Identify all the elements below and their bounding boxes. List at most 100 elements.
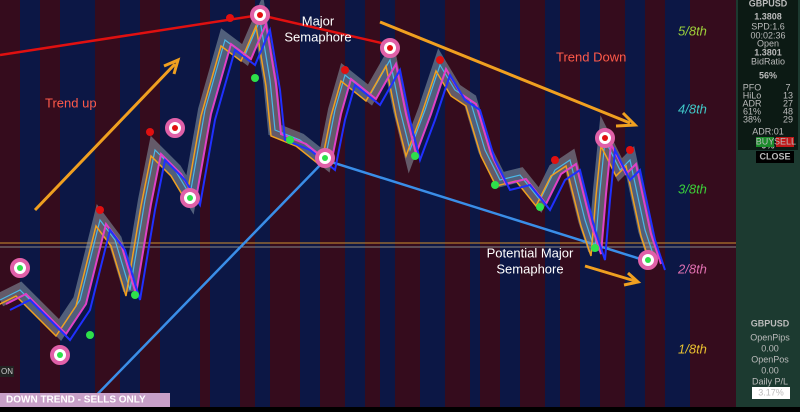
- daily-pl: 3.17%: [758, 387, 784, 397]
- stripe: [60, 0, 95, 407]
- mode-tag: ON: [1, 367, 13, 376]
- info-box: [738, 0, 798, 150]
- level-label: 2/8th: [677, 261, 707, 276]
- arrow-head: [615, 111, 639, 128]
- stripe: [665, 0, 690, 407]
- signal-dot: [131, 291, 139, 299]
- banner-box: [0, 393, 170, 407]
- bid: 1.3808: [754, 11, 782, 21]
- stripe: [645, 0, 665, 407]
- symbol: GBPUSD: [749, 0, 788, 8]
- stats: PFO 7 HiLo 13 ADR 27 61% 48 38% 29: [742, 82, 793, 124]
- signal-dot: [551, 156, 559, 164]
- signal-dot: [286, 136, 294, 144]
- semaphore-dot: [257, 12, 263, 18]
- ma-blue: [9, 26, 666, 342]
- price-indicators: [0, 0, 666, 365]
- value-box: [752, 387, 790, 399]
- value: 0.00: [761, 343, 779, 353]
- open: 1.3801: [754, 47, 782, 57]
- stripe: [240, 0, 255, 407]
- stripe: [200, 0, 210, 407]
- annotation: Trend up: [45, 95, 97, 110]
- semaphore-dot: [322, 155, 328, 161]
- level-label: 5/8th: [678, 23, 707, 38]
- trend-arrows: [33, 20, 642, 287]
- annotation: Trend Down: [556, 49, 626, 64]
- tag-box: [0, 366, 14, 377]
- stat-label: ADR: [742, 98, 762, 108]
- signal-dot: [626, 146, 634, 154]
- annotation: Major: [302, 13, 335, 28]
- annotation: Semaphore: [284, 29, 351, 44]
- stripe: [480, 0, 500, 407]
- stripe: [500, 0, 520, 407]
- stat-label: 38%: [743, 114, 761, 124]
- semaphore-dot: [17, 265, 23, 271]
- label: OpenPos: [751, 354, 789, 364]
- semaphore-dot: [57, 352, 63, 358]
- signal-dot: [536, 203, 544, 211]
- buy-label[interactable]: BUY: [756, 136, 775, 146]
- stat-value: 7: [785, 82, 790, 92]
- stripe: [95, 0, 120, 407]
- stripe: [0, 0, 20, 407]
- stat-value: 13: [783, 90, 793, 100]
- stripe: [320, 0, 345, 407]
- stat-label: 61%: [743, 106, 761, 116]
- label: Daily P/L: [752, 376, 788, 386]
- signal-dot: [341, 66, 349, 74]
- stat-value: 48: [783, 106, 793, 116]
- stat-label: HiLo: [743, 90, 762, 100]
- stripe: [580, 0, 600, 407]
- annotation: Semaphore: [496, 261, 563, 276]
- stat-label: PFO: [743, 82, 762, 92]
- stripe: [690, 0, 736, 407]
- signal-dot: [251, 74, 259, 82]
- signal-dot: [436, 56, 444, 64]
- close-label[interactable]: CLOSE: [759, 151, 790, 161]
- level-label: 4/8th: [678, 101, 707, 116]
- value: 0.00: [761, 365, 779, 375]
- stripe: [470, 0, 480, 407]
- level-label: 3/8th: [678, 181, 707, 196]
- label: OpenPips: [750, 332, 790, 342]
- arrow-head: [623, 271, 642, 287]
- spread: SPD:1.6: [751, 21, 785, 31]
- stat-value: 27: [783, 98, 793, 108]
- sell-button[interactable]: [776, 137, 794, 147]
- signal-dot: [146, 128, 154, 136]
- label: BidRatio: [751, 56, 785, 66]
- arrow-up: [33, 62, 177, 212]
- signal-dot: [411, 152, 419, 160]
- buy-button[interactable]: [756, 137, 774, 147]
- timer: 00:02:36: [750, 30, 785, 40]
- stripe: [395, 0, 420, 407]
- semaphore-dot: [645, 257, 651, 263]
- stripe: [300, 0, 320, 407]
- semaphore-dot: [602, 135, 608, 141]
- stripe: [345, 0, 365, 407]
- semaphore-dot: [172, 125, 178, 131]
- arrow-down: [379, 20, 631, 125]
- level-label: 1/8th: [678, 341, 707, 356]
- stripe: [20, 0, 40, 407]
- ma-magenta: [5, 20, 662, 336]
- label: ADR:01: [752, 126, 784, 136]
- annotation: Potential Major: [487, 245, 574, 260]
- stat-value: 29: [783, 114, 793, 124]
- signal-dot: [491, 181, 499, 189]
- stripe: [365, 0, 380, 407]
- arrow-head: [163, 57, 181, 75]
- label: Open: [757, 38, 779, 48]
- close-button[interactable]: [756, 151, 794, 163]
- symbol: GBPUSD: [751, 318, 790, 328]
- signal-dot: [226, 14, 234, 22]
- banner: DOWN TREND - SELLS ONLY: [6, 395, 146, 406]
- signal-dot: [591, 244, 599, 252]
- signal-dot: [96, 206, 104, 214]
- semaphore-dot: [187, 195, 193, 201]
- sell-label[interactable]: SELL: [774, 136, 796, 146]
- semaphore-dot: [387, 45, 393, 51]
